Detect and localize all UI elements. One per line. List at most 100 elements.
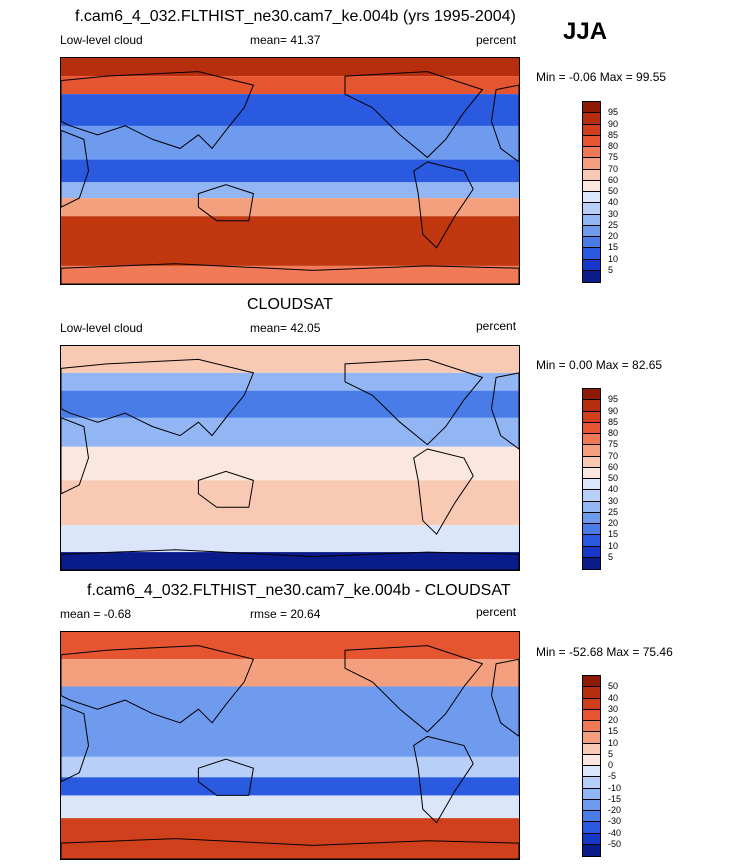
field-band bbox=[61, 480, 519, 526]
colorbar-tick-label: -50 bbox=[608, 838, 622, 849]
coastline bbox=[197, 184, 254, 222]
field-band bbox=[61, 58, 519, 77]
field-band bbox=[61, 198, 519, 217]
coastline bbox=[344, 71, 484, 159]
colorbar-tick-label: 75 bbox=[608, 439, 619, 450]
coastline bbox=[61, 704, 90, 783]
map-field bbox=[61, 346, 519, 570]
colorbar-tick-label: 5 bbox=[608, 748, 614, 759]
coastline bbox=[61, 417, 90, 495]
colorbar-swatch bbox=[583, 147, 600, 159]
colorbar-swatch bbox=[583, 766, 600, 778]
colorbar-swatch bbox=[583, 811, 600, 823]
coastline bbox=[197, 758, 254, 796]
coastline bbox=[413, 161, 474, 249]
coastline bbox=[413, 735, 474, 824]
colorbar-swatch bbox=[583, 422, 600, 434]
colorbar-swatch bbox=[583, 732, 600, 744]
colorbar-swatch bbox=[583, 788, 600, 800]
field-band bbox=[61, 346, 519, 373]
colorbar-swatch bbox=[583, 822, 600, 834]
coastline bbox=[490, 372, 519, 450]
field-band bbox=[61, 182, 519, 199]
colorbar-swatch bbox=[583, 676, 600, 688]
field-band bbox=[61, 777, 519, 796]
colorbar-swatch bbox=[583, 524, 600, 536]
field-band bbox=[61, 659, 519, 687]
colorbar-swatch bbox=[583, 743, 600, 755]
colorbar-tick-label: 40 bbox=[608, 197, 619, 208]
panel2-mean: mean= 42.05 bbox=[250, 321, 321, 335]
panel2-units: percent bbox=[476, 319, 517, 333]
colorbar-tick-label: -5 bbox=[608, 771, 617, 782]
field-band bbox=[61, 446, 519, 481]
panel3-rmse: rmse = 20.64 bbox=[250, 607, 321, 621]
field-band bbox=[61, 552, 519, 570]
colorbar-swatch bbox=[583, 479, 600, 491]
colorbar-swatch bbox=[583, 102, 600, 114]
colorbar-tick-label: 10 bbox=[608, 540, 619, 551]
colorbar-tick-label: 10 bbox=[608, 253, 619, 264]
panel3-colorbar bbox=[582, 675, 601, 857]
colorbar-tick-label: -40 bbox=[608, 827, 622, 838]
colorbar-tick-label: 60 bbox=[608, 461, 619, 472]
colorbar-swatch bbox=[583, 833, 600, 845]
field-band bbox=[61, 216, 519, 266]
season-label: JJA bbox=[563, 18, 608, 45]
colorbar-swatch bbox=[583, 721, 600, 733]
colorbar-swatch bbox=[583, 124, 600, 136]
colorbar-swatch bbox=[583, 445, 600, 457]
coastline bbox=[61, 838, 519, 859]
colorbar-swatch bbox=[583, 490, 600, 502]
colorbar-tick-label: 15 bbox=[608, 726, 619, 737]
panel3-minmax: Min = -52.68 Max = 75.46 bbox=[536, 645, 673, 659]
colorbar-swatch bbox=[583, 259, 600, 271]
panel3-units: percent bbox=[476, 605, 517, 619]
field-band bbox=[61, 756, 519, 778]
colorbar-swatch bbox=[583, 467, 600, 479]
colorbar-tick-label: 30 bbox=[608, 495, 619, 506]
colorbar-tick-label: 85 bbox=[608, 129, 619, 140]
coastline bbox=[61, 129, 90, 208]
colorbar-tick-label: 25 bbox=[608, 219, 619, 230]
coastline bbox=[61, 549, 519, 570]
colorbar-tick-label: 25 bbox=[608, 506, 619, 517]
panel2-title: CLOUDSAT bbox=[247, 296, 333, 313]
colorbar-swatch bbox=[583, 389, 600, 401]
colorbar-swatch bbox=[583, 248, 600, 260]
colorbar-swatch bbox=[583, 192, 600, 204]
colorbar-tick-label: 70 bbox=[608, 450, 619, 461]
colorbar-swatch bbox=[583, 434, 600, 446]
panel3-map bbox=[60, 631, 520, 860]
colorbar-tick-label: 15 bbox=[608, 529, 619, 540]
colorbar-swatch bbox=[583, 113, 600, 125]
colorbar-swatch bbox=[583, 512, 600, 524]
field-band bbox=[61, 125, 519, 160]
map-field bbox=[61, 58, 519, 284]
map-field bbox=[61, 632, 519, 859]
coastline bbox=[490, 84, 519, 163]
colorbar-swatch bbox=[583, 225, 600, 237]
colorbar-tick-label: 20 bbox=[608, 231, 619, 241]
coastline bbox=[61, 71, 255, 150]
colorbar-tick-label: -20 bbox=[608, 805, 622, 815]
field-band bbox=[61, 265, 519, 284]
colorbar-tick-label: 20 bbox=[608, 518, 619, 528]
panel1-variable: Low-level cloud bbox=[60, 33, 143, 47]
colorbar-swatch bbox=[583, 214, 600, 226]
panel1-title: f.cam6_4_032.FLTHIST_ne30.cam7_ke.004b (… bbox=[75, 8, 516, 25]
colorbar-swatch bbox=[583, 203, 600, 215]
colorbar-swatch bbox=[583, 535, 600, 547]
colorbar-swatch bbox=[583, 411, 600, 423]
colorbar-swatch bbox=[583, 400, 600, 412]
colorbar-swatch bbox=[583, 135, 600, 147]
panel1-units: percent bbox=[476, 33, 517, 47]
panel2-variable: Low-level cloud bbox=[60, 321, 143, 335]
field-band bbox=[61, 686, 519, 757]
colorbar-tick-label: 20 bbox=[608, 715, 619, 725]
field-band bbox=[61, 632, 519, 660]
colorbar-tick-label: 30 bbox=[608, 208, 619, 219]
panel3-title: f.cam6_4_032.FLTHIST_ne30.cam7_ke.004b -… bbox=[87, 582, 511, 599]
colorbar-tick-label: 5 bbox=[608, 551, 614, 562]
panel2-minmax: Min = 0.00 Max = 82.65 bbox=[536, 358, 663, 372]
